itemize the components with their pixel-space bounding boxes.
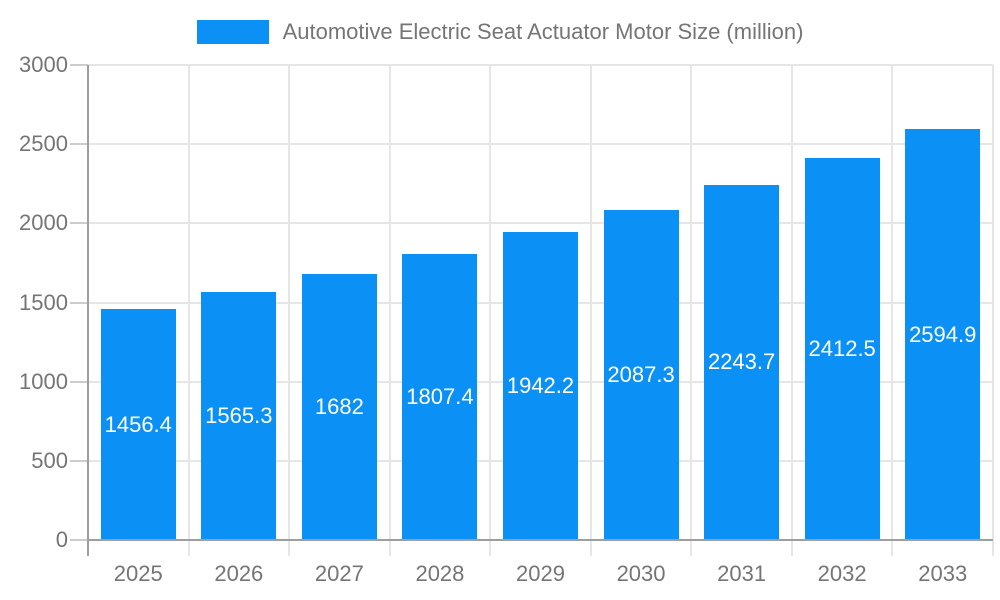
bar-value-label: 2243.7: [707, 349, 776, 375]
legend[interactable]: Automotive Electric Seat Actuator Motor …: [0, 18, 1000, 46]
gridline-vertical: [187, 65, 190, 556]
gridline-vertical: [992, 65, 994, 556]
gridline-vertical: [690, 65, 693, 556]
gridline-vertical: [891, 65, 894, 556]
bar-2025[interactable]: 1456.4: [100, 309, 176, 540]
gridline-vertical: [790, 65, 793, 556]
gridline-horizontal: [88, 143, 993, 146]
bar-2027[interactable]: 1682: [301, 273, 377, 540]
y-tick-label: 500: [31, 447, 68, 473]
y-axis-tick: [70, 459, 88, 462]
gridline-horizontal: [88, 64, 993, 66]
bar-2028[interactable]: 1807.4: [402, 253, 478, 540]
x-tick-label: 2028: [415, 561, 465, 586]
x-tick-label: 2025: [113, 561, 163, 586]
x-tick-label: 2027: [314, 561, 364, 586]
y-tick-label: 3000: [19, 52, 68, 77]
bar-2029[interactable]: 1942.2: [503, 232, 578, 540]
y-tick-label: 0: [55, 527, 68, 552]
x-tick-label: 2032: [817, 561, 867, 586]
y-axis-tick: [70, 539, 88, 541]
bar-value-label: 1942.2: [506, 373, 575, 399]
gridline-vertical: [288, 65, 291, 556]
y-tick-label: 2000: [19, 210, 68, 236]
y-tick-label: 1500: [19, 289, 68, 315]
bar-value-label: 1456.4: [104, 411, 172, 437]
legend-swatch[interactable]: [196, 20, 269, 44]
bar-2030[interactable]: 2087.3: [603, 209, 679, 540]
bar-2033[interactable]: 2594.9: [905, 129, 981, 540]
bar-value-label: 2412.5: [808, 336, 876, 361]
gridline-vertical: [589, 65, 592, 556]
bar-value-label: 2594.9: [909, 321, 977, 347]
gridline-vertical: [388, 65, 391, 556]
legend-label: Automotive Electric Seat Actuator Motor …: [282, 19, 804, 44]
y-axis-tick: [70, 143, 88, 146]
y-axis-tick: [70, 222, 88, 225]
bar-2032[interactable]: 2412.5: [804, 158, 880, 540]
bar-value-label: 2087.3: [607, 361, 675, 387]
bar-2031[interactable]: 2243.7: [704, 184, 780, 540]
bar-value-label: 1565.3: [205, 403, 273, 429]
x-tick-label: 2029: [516, 561, 565, 586]
y-axis-tick: [70, 64, 88, 66]
y-axis-tick: [70, 380, 88, 383]
y-axis-line: [87, 65, 89, 556]
gridline-vertical: [489, 65, 492, 556]
y-tick-label: 1000: [19, 368, 68, 394]
bar-value-label: 1682: [314, 393, 364, 419]
x-tick-label: 2031: [717, 561, 767, 586]
x-tick-label: 2026: [214, 561, 264, 586]
bar-value-label: 1807.4: [406, 383, 474, 409]
x-tick-label: 2030: [616, 561, 666, 586]
y-tick-label: 2500: [19, 131, 68, 157]
y-axis-tick: [70, 301, 88, 304]
x-tick-label: 2033: [918, 561, 968, 586]
bar-2026[interactable]: 1565.3: [201, 292, 277, 540]
